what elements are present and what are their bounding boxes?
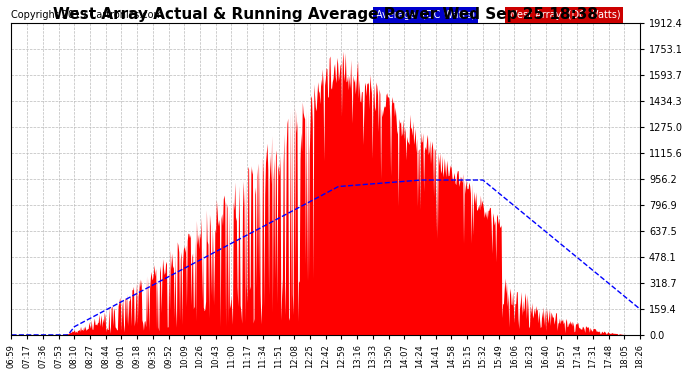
- Text: Average  (DC Watts): Average (DC Watts): [376, 10, 475, 20]
- Text: Copyright 2019 Cartronics.com: Copyright 2019 Cartronics.com: [12, 10, 164, 20]
- Title: West Array Actual & Running Average Power Wed Sep 25 18:38: West Array Actual & Running Average Powe…: [53, 7, 598, 22]
- Text: West Array  (DC Watts): West Array (DC Watts): [508, 10, 620, 20]
